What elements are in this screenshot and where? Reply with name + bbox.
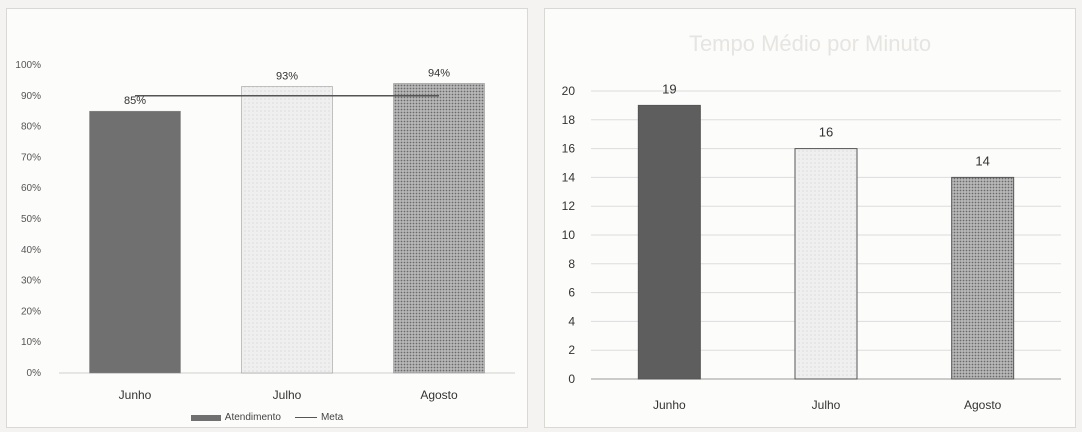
- data-label-julho: 93%: [276, 71, 298, 83]
- bar-julho: [794, 148, 858, 380]
- chart-panel-atendimento: 0% 10% 20% 30% 40% 50% 60% 70% 80% 90% 100% 85% Junh…: [6, 8, 528, 428]
- y-tick-label-3: 30%: [21, 276, 41, 287]
- data-label-julho: 16: [819, 125, 833, 140]
- bar-junho: [637, 104, 701, 380]
- atendimento-chart: 0% 10% 20% 30% 40% 50% 60% 70% 80% 90% 100% 85% Junh…: [15, 60, 515, 402]
- y-tick-label-3: 6: [568, 286, 575, 300]
- y-tick-label-2: 4: [568, 314, 575, 328]
- x-tick-label-agosto: Agosto: [964, 398, 1002, 412]
- y-tick-label-7: 70%: [21, 152, 41, 163]
- chart-legend: Atendimento Meta: [7, 412, 527, 423]
- data-label-agosto: 94%: [428, 67, 450, 79]
- data-label-junho: 19: [662, 81, 676, 96]
- data-label-junho: 85%: [124, 95, 146, 107]
- y-tick-label-10: 100%: [15, 60, 41, 71]
- y-tick-label-4: 8: [568, 257, 575, 271]
- legend-label-meta: Meta: [320, 412, 344, 423]
- x-tick-label-julho: Julho: [812, 398, 841, 412]
- x-tick-label-julho: Julho: [273, 388, 302, 402]
- y-tick-label-4: 40%: [21, 245, 41, 256]
- x-tick-label-agosto: Agosto: [420, 388, 458, 402]
- legend-label-atendimento: Atendimento: [224, 412, 281, 423]
- legend-item-meta: Meta: [294, 412, 344, 423]
- x-tick-label-junho: Junho: [119, 388, 152, 402]
- y-tick-label-10: 20: [562, 84, 576, 98]
- y-tick-label-8: 16: [562, 142, 576, 156]
- bar-julho: [241, 86, 333, 374]
- chart-panel-tempo-medio: Tempo Médio por Minuto 0 2 4 6 8 10 12 14 16 18 20…: [544, 8, 1076, 428]
- y-tick-label-7: 14: [562, 170, 576, 184]
- y-tick-label-8: 80%: [21, 122, 41, 133]
- tempo-medio-chart: 0 2 4 6 8 10 12 14 16 18 20 19 Junho 16 Julho 14 Agosto: [562, 81, 1061, 412]
- y-tick-label-1: 10%: [21, 337, 41, 348]
- y-tick-label-5: 10: [562, 228, 576, 242]
- y-tick-label-9: 18: [562, 113, 576, 127]
- legend-swatch-line: [294, 417, 317, 418]
- y-tick-label-5: 50%: [21, 214, 41, 225]
- bar-agosto: [393, 83, 485, 374]
- y-tick-label-0: 0: [568, 372, 575, 386]
- data-label-agosto: 14: [975, 153, 989, 168]
- y-tick-label-9: 90%: [21, 91, 41, 102]
- y-tick-label-1: 2: [568, 343, 575, 357]
- legend-item-atendimento: Atendimento: [190, 412, 281, 423]
- y-tick-label-6: 12: [562, 199, 576, 213]
- y-tick-label-6: 60%: [21, 183, 41, 194]
- legend-swatch-bar: [190, 414, 221, 421]
- chart-title: Tempo Médio por Minuto: [688, 31, 932, 56]
- y-tick-label-2: 20%: [21, 306, 41, 317]
- bar-junho: [89, 110, 181, 374]
- x-tick-label-junho: Junho: [653, 398, 686, 412]
- bar-agosto: [951, 176, 1015, 380]
- y-tick-label-0: 0%: [27, 368, 42, 379]
